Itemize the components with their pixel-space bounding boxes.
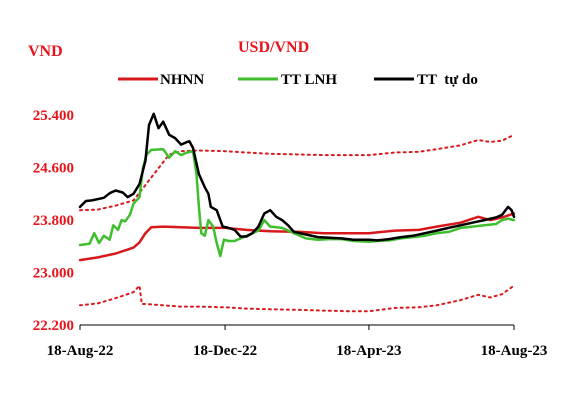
series-line-lower-band: [79, 284, 515, 313]
x-tick-label: 18-Apr-23: [336, 343, 401, 359]
y-tick-label: 24.600: [33, 161, 74, 177]
y-tick-label: 23.800: [33, 213, 74, 229]
chart-title: USD/VND: [238, 39, 309, 56]
series-line-nhnn: [78, 212, 516, 262]
plot-area: [78, 112, 516, 313]
x-tick-label: 18-Aug-23: [481, 343, 548, 359]
x-tick-label: 18-Dec-22: [193, 343, 257, 359]
y-tick-label: 23.000: [33, 266, 74, 282]
y-axis-label: VND: [28, 43, 63, 60]
legend-label-nhnn: NHNN: [160, 72, 204, 88]
series-line-upper-band: [79, 133, 515, 212]
legend-label-tt-tu-do: TT tự do: [417, 72, 478, 88]
y-tick-label: 22.200: [33, 318, 74, 334]
legend: NHNN TT LNH TT tự do: [118, 72, 478, 88]
series-line-tt-t-do: [78, 112, 516, 242]
y-axis: 22.200 23.000 23.800 24.600 25.400: [33, 108, 74, 334]
y-tick-label: 25.400: [33, 108, 74, 124]
x-axis: 18-Aug-22 18-Dec-22 18-Apr-23 18-Aug-23: [47, 324, 548, 359]
series-line-tt-lnh: [78, 147, 516, 258]
legend-label-tt-lnh: TT LNH: [281, 72, 337, 88]
x-tick-label: 18-Aug-22: [47, 343, 114, 359]
